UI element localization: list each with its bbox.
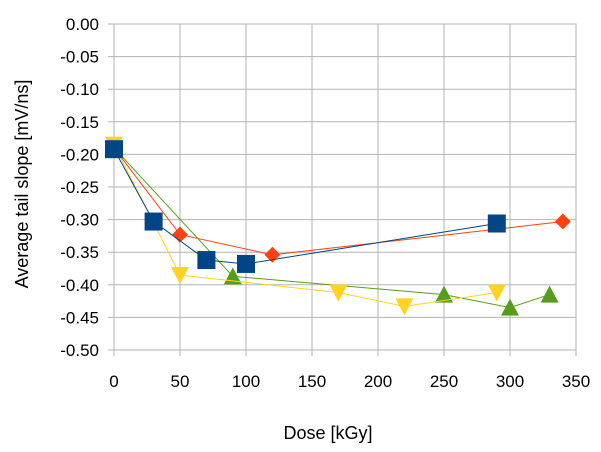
x-tick-label: 200 [364, 372, 392, 391]
y-tick-label: 0.00 [66, 15, 99, 34]
series-green-triangle-point [435, 285, 453, 303]
x-tick-label: 350 [562, 372, 590, 391]
y-axis-ticks: 0.00 -0.05 -0.10 -0.15 -0.20 -0.25 -0.30 -0.35 -… [60, 15, 99, 360]
y-tick-label: -0.50 [60, 341, 99, 360]
data-series [105, 136, 571, 316]
series-blue-square-point [487, 214, 506, 233]
series-red-diamond-point [264, 246, 281, 263]
x-tick-label: 50 [171, 372, 190, 391]
series-blue-square-point [237, 254, 255, 273]
series-yellow-triangle-point [487, 284, 506, 302]
series-blue-square [105, 140, 506, 273]
x-tick-label: 0 [109, 372, 118, 391]
x-tick-label: 150 [298, 372, 326, 391]
y-tick-label: -0.15 [60, 113, 99, 132]
y-tick-label: -0.40 [60, 276, 99, 295]
series-yellow-triangle-point [395, 298, 414, 316]
series-blue-square-point [144, 212, 163, 231]
y-axis-title: Average tail slope [mV/ns] [12, 80, 32, 289]
series-yellow-triangle-point [171, 267, 189, 285]
series-green-triangle-point [540, 285, 559, 303]
y-tick-label: -0.20 [60, 145, 99, 164]
x-axis-ticks: 0 50 100 150 200 250 300 350 [109, 372, 590, 391]
series-green-triangle-point [501, 298, 519, 316]
series-yellow-triangle-point [329, 284, 348, 302]
x-tick-label: 100 [232, 372, 260, 391]
series-blue-square-point [105, 140, 123, 159]
x-axis-title: Dose [kGy] [283, 423, 372, 443]
y-tick-label: -0.45 [60, 308, 99, 327]
y-tick-label: -0.30 [60, 211, 99, 230]
x-tick-label: 300 [496, 372, 524, 391]
y-tick-label: -0.10 [60, 80, 99, 99]
x-tick-label: 250 [430, 372, 458, 391]
series-red-diamond-line [113, 147, 563, 256]
y-tick-label: -0.05 [60, 48, 99, 67]
y-tick-label: -0.35 [60, 243, 99, 262]
series-blue-square-point [197, 251, 216, 270]
series-red-diamond-point [554, 213, 571, 230]
y-tick-label: -0.25 [60, 178, 99, 197]
series-red-diamond-point [172, 226, 188, 243]
